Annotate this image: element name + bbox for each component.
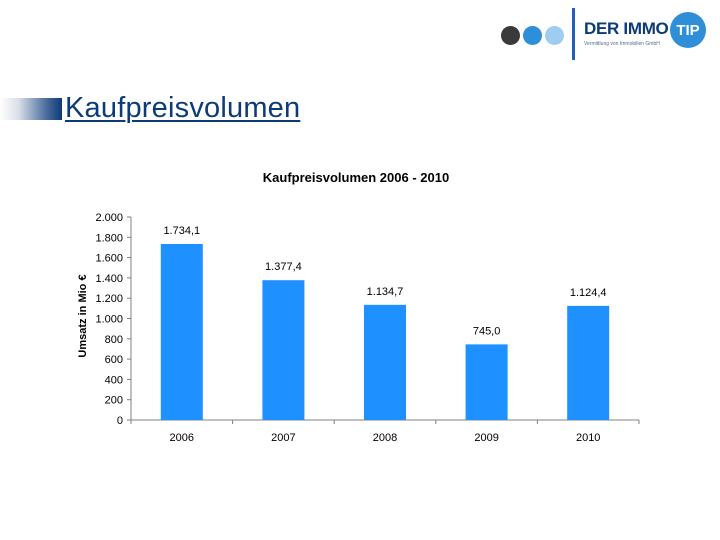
y-tick-label: 1.600	[95, 253, 123, 265]
y-tick-label: 1.000	[95, 314, 123, 326]
y-tick-label: 200	[105, 395, 123, 407]
chart-title: Kaufpreisvolumen 2006 - 2010	[263, 170, 449, 185]
bar-2006	[160, 243, 203, 420]
y-tick-label: 400	[105, 374, 123, 386]
x-tick-label: 2007	[271, 432, 295, 444]
logo-tagline: Vermittlung von Immobilien GmbH	[584, 41, 660, 47]
y-tick-label: 1.200	[95, 293, 123, 305]
page-title: Kaufpreisvolumen	[65, 92, 301, 124]
y-tick-label: 2.000	[95, 212, 123, 224]
x-tick-label: 2009	[474, 432, 498, 444]
bar-2007	[262, 280, 305, 420]
data-label-2009: 745,0	[473, 325, 501, 337]
x-tick-label: 2008	[373, 432, 397, 444]
bar-2010	[567, 305, 610, 420]
title-accent-bar	[0, 98, 62, 120]
x-tick-label: 2006	[170, 432, 194, 444]
x-tick-label: 2010	[576, 432, 600, 444]
y-tick-label: 1.800	[95, 232, 123, 244]
y-tick-label: 0	[117, 415, 123, 427]
y-axis-label: Umsatz in Mio €	[77, 274, 89, 357]
data-label-2007: 1.377,4	[265, 261, 302, 273]
y-tick-label: 1.400	[95, 273, 123, 285]
bar-2008	[364, 304, 406, 420]
y-tick-label: 600	[105, 354, 123, 366]
logo-name: DER IMMO	[584, 19, 669, 38]
data-label-2010: 1.124,4	[570, 287, 607, 299]
data-label-2008: 1.134,7	[367, 286, 404, 298]
y-tick-label: 800	[105, 334, 123, 346]
logo-dot-dark-icon	[501, 26, 520, 45]
data-label-2006: 1.734,1	[163, 225, 200, 237]
logo-dot-blue-icon	[523, 26, 542, 45]
bar-2009	[465, 344, 508, 420]
logo-badge: TIP	[670, 12, 706, 48]
logo-divider	[572, 8, 575, 60]
company-logo: DER IMMO TIP Vermittlung von Immobilien …	[496, 6, 718, 62]
logo-dot-light-icon	[545, 26, 564, 45]
